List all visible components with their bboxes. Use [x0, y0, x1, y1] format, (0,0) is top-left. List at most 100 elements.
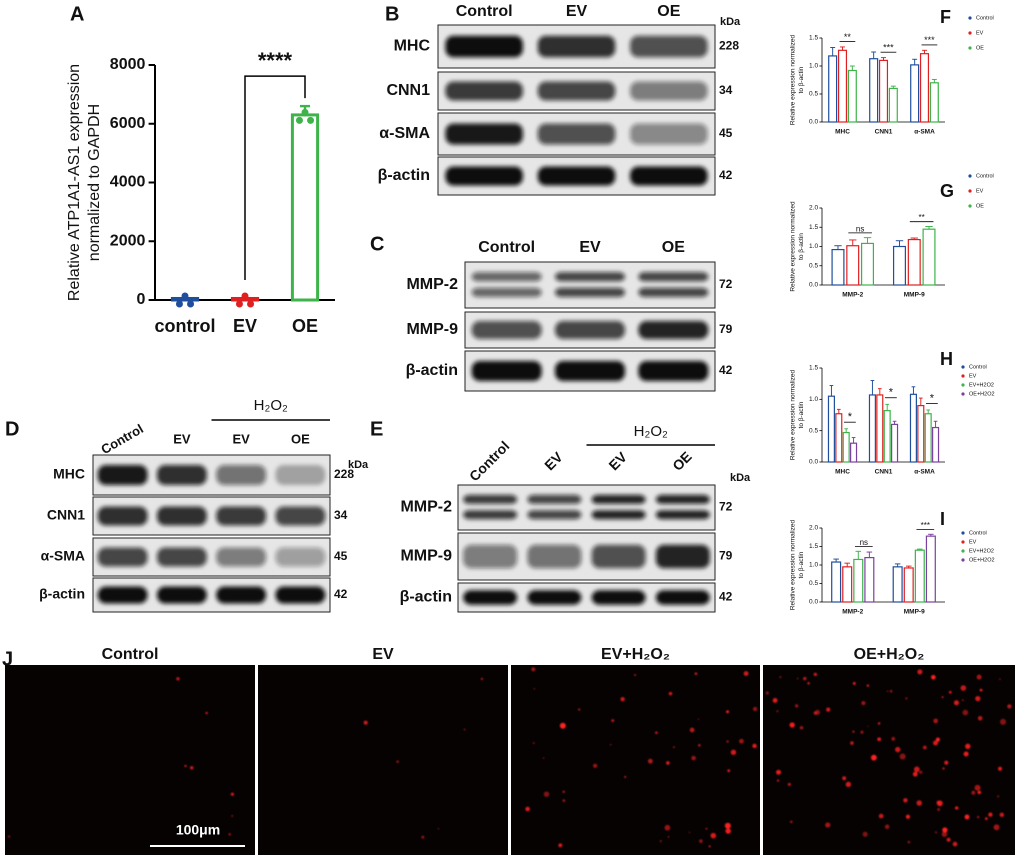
fluorescent-cell — [942, 767, 945, 770]
fluorescent-cell — [842, 776, 847, 781]
fluorescent-cell — [765, 691, 769, 695]
fluorescent-cells — [525, 667, 758, 848]
fluorescent-cell — [689, 727, 695, 733]
blot-band — [591, 494, 646, 504]
fluorescent-cell — [845, 781, 852, 788]
y-tick-label: 1.0 — [809, 396, 818, 403]
fluorescent-cell — [698, 744, 701, 747]
fluorescent-cell — [697, 718, 700, 720]
bar — [842, 431, 850, 463]
legend-marker — [968, 174, 972, 178]
fluorescent-cell — [542, 757, 545, 759]
fluorescent-cell — [739, 738, 744, 744]
fluorescent-cell — [984, 817, 988, 821]
fluorescent-cell — [813, 672, 818, 677]
blot-bands — [471, 321, 709, 339]
lane-label: OE — [291, 431, 310, 446]
legend-marker — [961, 374, 965, 378]
lane-label: EV — [541, 448, 566, 473]
blot-bands — [445, 166, 708, 186]
blot-band — [555, 361, 625, 381]
fluorescent-cell — [860, 730, 864, 734]
x-tick-label: α-SMA — [914, 468, 935, 475]
lane-label: EV — [232, 431, 250, 446]
fluorescent-cell — [998, 766, 1003, 771]
bar — [892, 245, 906, 286]
data-point — [181, 292, 189, 300]
fluorescent-cell — [962, 699, 964, 701]
fluorescent-cell — [725, 828, 731, 834]
data-point — [307, 116, 315, 124]
fluorescent-cell — [531, 667, 536, 672]
fluorescent-cell — [190, 766, 194, 770]
fluorescent-cell — [912, 771, 918, 777]
y-tick-label: 0.5 — [809, 262, 818, 269]
y-axis-label: Relative expression normalized — [790, 34, 797, 125]
blot-band — [275, 586, 326, 604]
legend-label: EV — [976, 188, 984, 194]
fluorescent-cell — [230, 792, 235, 796]
y-axis-label: to β-actin — [798, 551, 805, 578]
fluorescent-cell — [726, 710, 730, 714]
blot-strip — [457, 484, 716, 531]
blot-band — [537, 123, 616, 145]
blot-band — [156, 586, 207, 604]
fluorescent-cell — [533, 687, 536, 690]
fluorescent-cell — [977, 815, 980, 819]
fluorescent-cell — [852, 730, 855, 733]
y-tick-label: 2000 — [110, 232, 146, 249]
lane-label: EV — [173, 431, 191, 446]
fluorescent-cell — [867, 725, 869, 727]
bar — [853, 558, 864, 603]
bar — [828, 55, 838, 123]
fluorescent-cell — [437, 828, 440, 830]
fluorescent-cell — [877, 722, 881, 725]
fluorescent-cells — [7, 677, 235, 838]
fluorescent-cell — [480, 677, 484, 681]
fluorescent-cell — [673, 746, 675, 748]
panel-label: I — [940, 509, 945, 529]
unit-label: kDa — [720, 16, 741, 28]
panel-label: F — [940, 7, 951, 27]
fluorescent-cell — [694, 672, 698, 676]
fluorescent-cell — [228, 833, 231, 836]
y-tick-label: 4000 — [110, 174, 146, 191]
bar — [922, 228, 936, 286]
blot-band — [216, 465, 267, 485]
y-axis-label: normalized to GAPDH — [86, 104, 103, 261]
fluorescent-cell — [952, 841, 958, 847]
y-tick-label: 0.0 — [809, 282, 818, 289]
fluorescent-cell — [942, 827, 948, 833]
legend-label: OE — [976, 203, 984, 209]
blot-band — [97, 547, 148, 567]
significance-label: *** — [883, 43, 894, 53]
fluorescent-cell — [870, 754, 877, 761]
blot-band — [463, 544, 518, 569]
protein-label: β-actin — [400, 589, 452, 606]
fluorescent-cell — [787, 782, 791, 786]
legend-label: EV — [969, 373, 977, 379]
kda-label: 42 — [719, 363, 733, 377]
x-tick-label: CNN1 — [875, 128, 893, 135]
fluorescent-cell — [944, 760, 949, 765]
x-tick-label: EV — [233, 316, 257, 336]
protein-label: α-SMA — [41, 548, 85, 564]
legend-label: EV+H2O2 — [969, 548, 994, 554]
y-tick-label: 1.5 — [809, 224, 818, 231]
fluorescent-cell — [743, 671, 749, 677]
kda-label: 72 — [719, 500, 733, 514]
bar — [919, 53, 930, 123]
fluorescent-cell — [724, 822, 731, 829]
lane-label: Control — [466, 438, 513, 485]
unit-label: kDa — [730, 472, 751, 484]
fluorescent-cell — [205, 711, 208, 715]
panel-label: G — [940, 181, 954, 201]
fluorescent-cell — [790, 820, 793, 824]
blot-band — [655, 510, 710, 520]
protein-label: α-SMA — [379, 125, 430, 142]
blot-band — [630, 166, 708, 186]
blot-band — [275, 465, 326, 485]
y-tick-label: 0 — [136, 291, 145, 308]
blot-band — [471, 321, 542, 339]
fluorescent-cell — [705, 827, 708, 830]
